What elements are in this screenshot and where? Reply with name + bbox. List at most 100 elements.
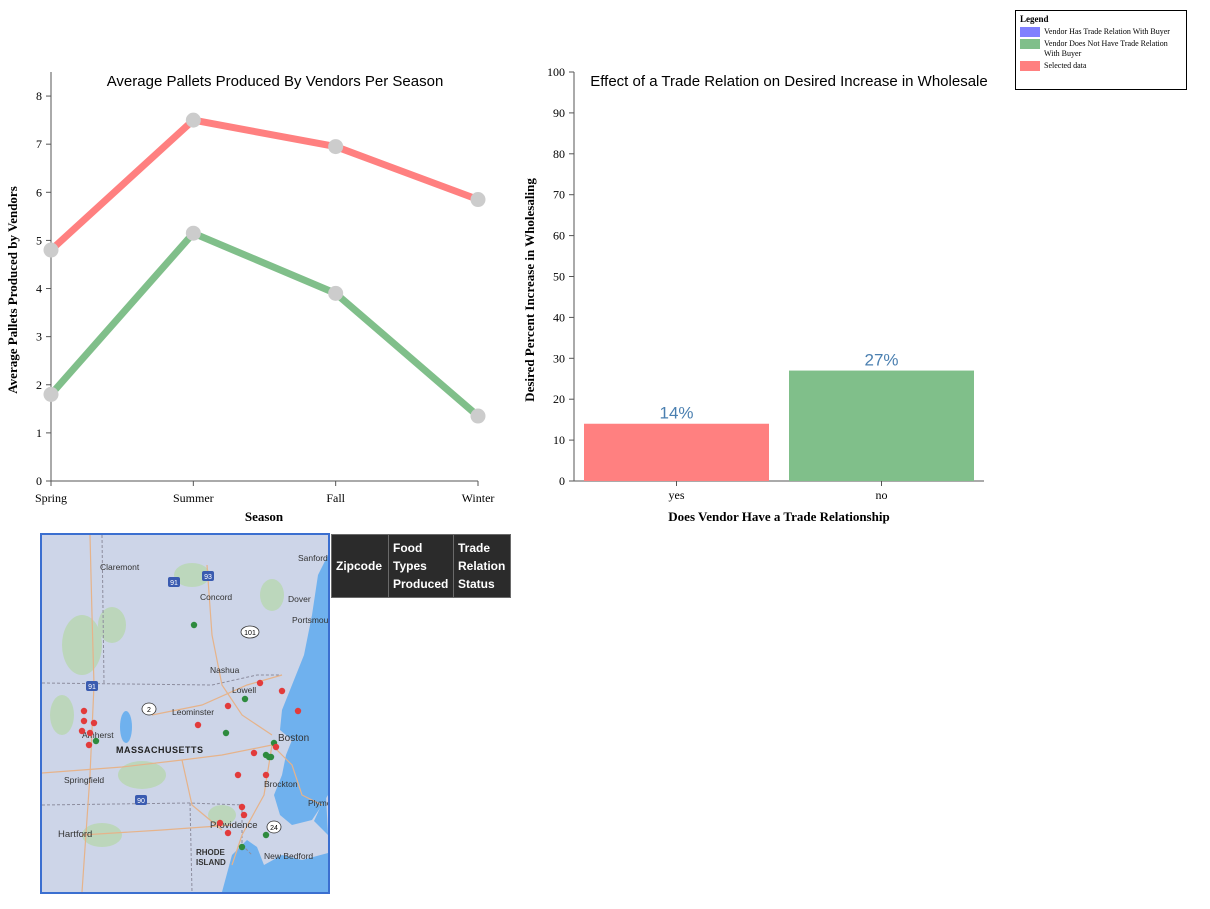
- map-label-sanford: Sanford: [298, 553, 328, 563]
- vendor-dot[interactable]: [80, 717, 88, 725]
- map-highway-shields: 91 93 101 91 2 90 24: [86, 571, 282, 834]
- table-header-food-types[interactable]: Food Types Produced: [388, 534, 454, 598]
- svg-text:93: 93: [204, 574, 212, 581]
- vendor-dot[interactable]: [224, 702, 232, 710]
- data-point[interactable]: [470, 192, 486, 208]
- vendor-dot[interactable]: [238, 803, 246, 811]
- svg-text:2: 2: [147, 707, 151, 714]
- vendor-dot[interactable]: [216, 819, 224, 827]
- map-label-brockton: Brockton: [264, 779, 298, 789]
- y-tick-label: 10: [553, 433, 565, 447]
- map-city-labels: Claremont Concord Dover Sanford Portsmou…: [58, 553, 328, 867]
- map-label-boston: Boston: [278, 733, 309, 744]
- y-tick-label: 90: [553, 106, 565, 120]
- map-label-island: ISLAND: [196, 858, 226, 867]
- map-label-springfield: Springfield: [64, 775, 104, 785]
- vendor-dot[interactable]: [240, 811, 248, 819]
- table-header-zipcode[interactable]: Zipcode: [331, 534, 389, 598]
- series-line[interactable]: [48, 229, 481, 419]
- x-tick-label: Fall: [326, 491, 345, 505]
- y-tick-label: 6: [36, 185, 42, 199]
- vendor-dot[interactable]: [241, 695, 249, 703]
- vendor-dot[interactable]: [78, 727, 86, 735]
- svg-text:91: 91: [170, 580, 178, 587]
- x-tick-label: yes: [669, 488, 685, 502]
- vendor-dot[interactable]: [250, 749, 258, 757]
- bar-chart-x-axis: yes no: [574, 480, 984, 502]
- map-label-lowell: Lowell: [232, 685, 256, 695]
- map-ocean: [274, 555, 328, 825]
- data-point[interactable]: [470, 408, 486, 424]
- vendor-dot[interactable]: [86, 729, 94, 737]
- map-label-leominster: Leominster: [172, 707, 214, 717]
- vendor-map[interactable]: 91 93 101 91 2 90 24 Claremont Concord D…: [40, 533, 330, 894]
- y-tick-label: 2: [36, 378, 42, 392]
- x-tick-label: Winter: [462, 491, 495, 505]
- y-tick-label: 1: [36, 426, 42, 440]
- map-canvas[interactable]: 91 93 101 91 2 90 24 Claremont Concord D…: [42, 535, 328, 892]
- vendor-dot[interactable]: [92, 737, 100, 745]
- bar[interactable]: [789, 370, 974, 481]
- legend-item-label: Vendor Does Not Have Trade Relation With…: [1044, 39, 1168, 58]
- bar[interactable]: [584, 423, 769, 481]
- map-label-providence: Providence: [210, 820, 258, 831]
- legend: Legend Vendor Has Trade Relation With Bu…: [1015, 10, 1187, 90]
- vendor-dot[interactable]: [224, 829, 232, 837]
- bar-chart-bars: 14% 27%: [584, 351, 974, 481]
- map-label-dover: Dover: [288, 594, 311, 604]
- x-tick-label: no: [876, 488, 888, 502]
- vendor-dot[interactable]: [80, 707, 88, 715]
- map-label-claremont: Claremont: [100, 562, 140, 572]
- table-header-row: Zipcode Food Types Produced Trade Relati…: [331, 534, 511, 598]
- vendor-dot[interactable]: [234, 771, 242, 779]
- bar-value-label: 27%: [864, 351, 898, 370]
- vendor-dot[interactable]: [85, 741, 93, 749]
- legend-item-trade-relation: Vendor Has Trade Relation With Buyer: [1020, 27, 1182, 37]
- vendor-dot[interactable]: [222, 729, 230, 737]
- y-tick-label: 40: [553, 310, 565, 324]
- bar-value-label: 14%: [659, 404, 693, 423]
- vendor-dot[interactable]: [294, 707, 302, 715]
- bar-chart: Effect of a Trade Relation on Desired In…: [522, 65, 988, 524]
- y-tick-label: 20: [553, 392, 565, 406]
- vendor-dot[interactable]: [256, 679, 264, 687]
- x-tick-label: Summer: [173, 491, 214, 505]
- vendor-dot[interactable]: [90, 719, 98, 727]
- legend-swatch-blue: [1020, 27, 1040, 37]
- y-tick-label: 7: [36, 137, 42, 151]
- y-tick-label: 4: [36, 282, 42, 296]
- data-point[interactable]: [185, 225, 201, 241]
- data-point[interactable]: [328, 139, 344, 155]
- table-header-trade-status[interactable]: Trade Relation Status: [453, 534, 511, 598]
- y-tick-label: 8: [36, 89, 42, 103]
- legend-title: Legend: [1020, 14, 1049, 24]
- data-point[interactable]: [328, 285, 344, 301]
- vendor-dot[interactable]: [262, 831, 270, 839]
- svg-text:101: 101: [244, 630, 256, 637]
- data-point[interactable]: [43, 242, 59, 258]
- vendor-dot[interactable]: [272, 743, 280, 751]
- map-vendor-dots[interactable]: [78, 621, 302, 851]
- line-chart-title: Average Pallets Produced By Vendors Per …: [107, 73, 444, 90]
- data-point[interactable]: [185, 112, 201, 128]
- line-chart-x-axis: Spring Summer Fall Winter: [35, 480, 495, 505]
- vendor-dot[interactable]: [262, 771, 270, 779]
- map-reservoir: [120, 711, 132, 743]
- vendor-dot[interactable]: [267, 753, 275, 761]
- map-ocean-south: [222, 840, 328, 892]
- map-label-hartford: Hartford: [58, 829, 92, 840]
- vendor-dot[interactable]: [194, 721, 202, 729]
- y-tick-label: 0: [36, 474, 42, 488]
- map-label-nashua: Nashua: [210, 665, 240, 675]
- series-line[interactable]: [48, 116, 480, 253]
- vendor-dot[interactable]: [190, 621, 198, 629]
- vendor-dot[interactable]: [278, 687, 286, 695]
- vendor-dot[interactable]: [238, 843, 246, 851]
- map-label-amherst: Amherst: [82, 730, 114, 740]
- map-label-portsmouth: Portsmouth: [292, 615, 328, 625]
- bar-chart-x-label: Does Vendor Have a Trade Relationship: [668, 509, 889, 524]
- y-tick-label: 30: [553, 351, 565, 365]
- data-point[interactable]: [43, 386, 59, 402]
- legend-item-label: Selected data: [1044, 61, 1087, 70]
- svg-text:24: 24: [270, 825, 278, 832]
